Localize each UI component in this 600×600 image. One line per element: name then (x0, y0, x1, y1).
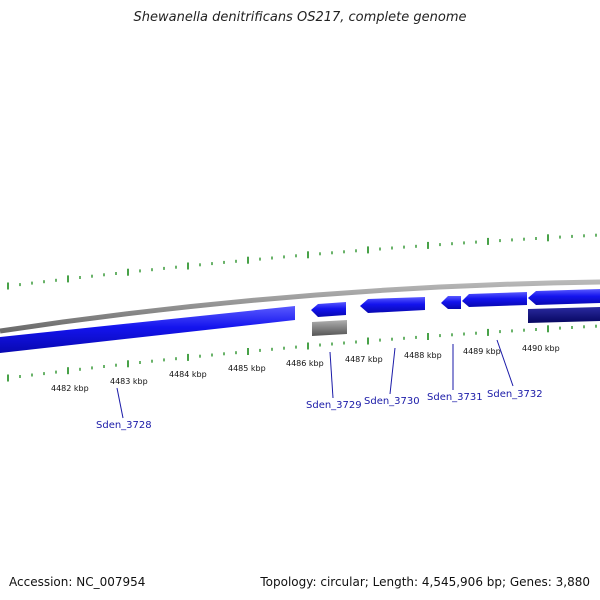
scale-labels: 4482 kbp 4483 kbp 4484 kbp 4485 kbp 4486… (51, 344, 560, 393)
gene-label-sden-3730[interactable]: Sden_3730 (364, 396, 420, 407)
gene-label-sden-3728[interactable]: Sden_3728 (96, 420, 152, 431)
gene-label-sden-3731[interactable]: Sden_3731 (427, 392, 483, 403)
scale-label-4485: 4485 kbp (228, 364, 266, 373)
gene-next-forward[interactable] (528, 289, 600, 305)
scale-label-4483: 4483 kbp (110, 377, 148, 386)
scale-label-4482: 4482 kbp (51, 384, 89, 393)
leader-line-sden-3730 (389, 347, 396, 395)
leader-line-sden-3729 (329, 351, 334, 399)
map-title: Shewanella denitrificans OS217, complete… (133, 10, 467, 25)
gene-sden-3732[interactable] (462, 292, 527, 307)
genome-backbone (0, 279, 600, 334)
gene-label-sden-3729[interactable]: Sden_3729 (306, 400, 362, 411)
gene-label-sden-3732[interactable]: Sden_3732 (487, 389, 543, 400)
inner-tick-ring (7, 324, 597, 382)
gene-sden-3729[interactable] (311, 302, 346, 317)
genome-summary-text: Topology: circular; Length: 4,545,906 bp… (260, 575, 590, 589)
gene-sden-3731[interactable] (441, 296, 461, 309)
scale-label-4488: 4488 kbp (404, 351, 442, 360)
scale-label-4486: 4486 kbp (286, 359, 324, 368)
scale-label-4489: 4489 kbp (463, 347, 501, 356)
outer-tick-ring (7, 233, 597, 290)
gene-sden-3729-reverse[interactable] (312, 320, 347, 336)
scale-label-4487: 4487 kbp (345, 355, 383, 364)
gene-next-reverse[interactable] (528, 307, 600, 323)
gene-sden-3730[interactable] (360, 297, 425, 313)
leader-line-sden-3728 (116, 387, 124, 419)
scale-label-4484: 4484 kbp (169, 370, 207, 379)
scale-label-4490: 4490 kbp (522, 344, 560, 353)
accession-text: Accession: NC_007954 (9, 575, 146, 589)
leader-line-sden-3732 (496, 339, 514, 387)
gene-sden-3728[interactable] (0, 306, 295, 353)
